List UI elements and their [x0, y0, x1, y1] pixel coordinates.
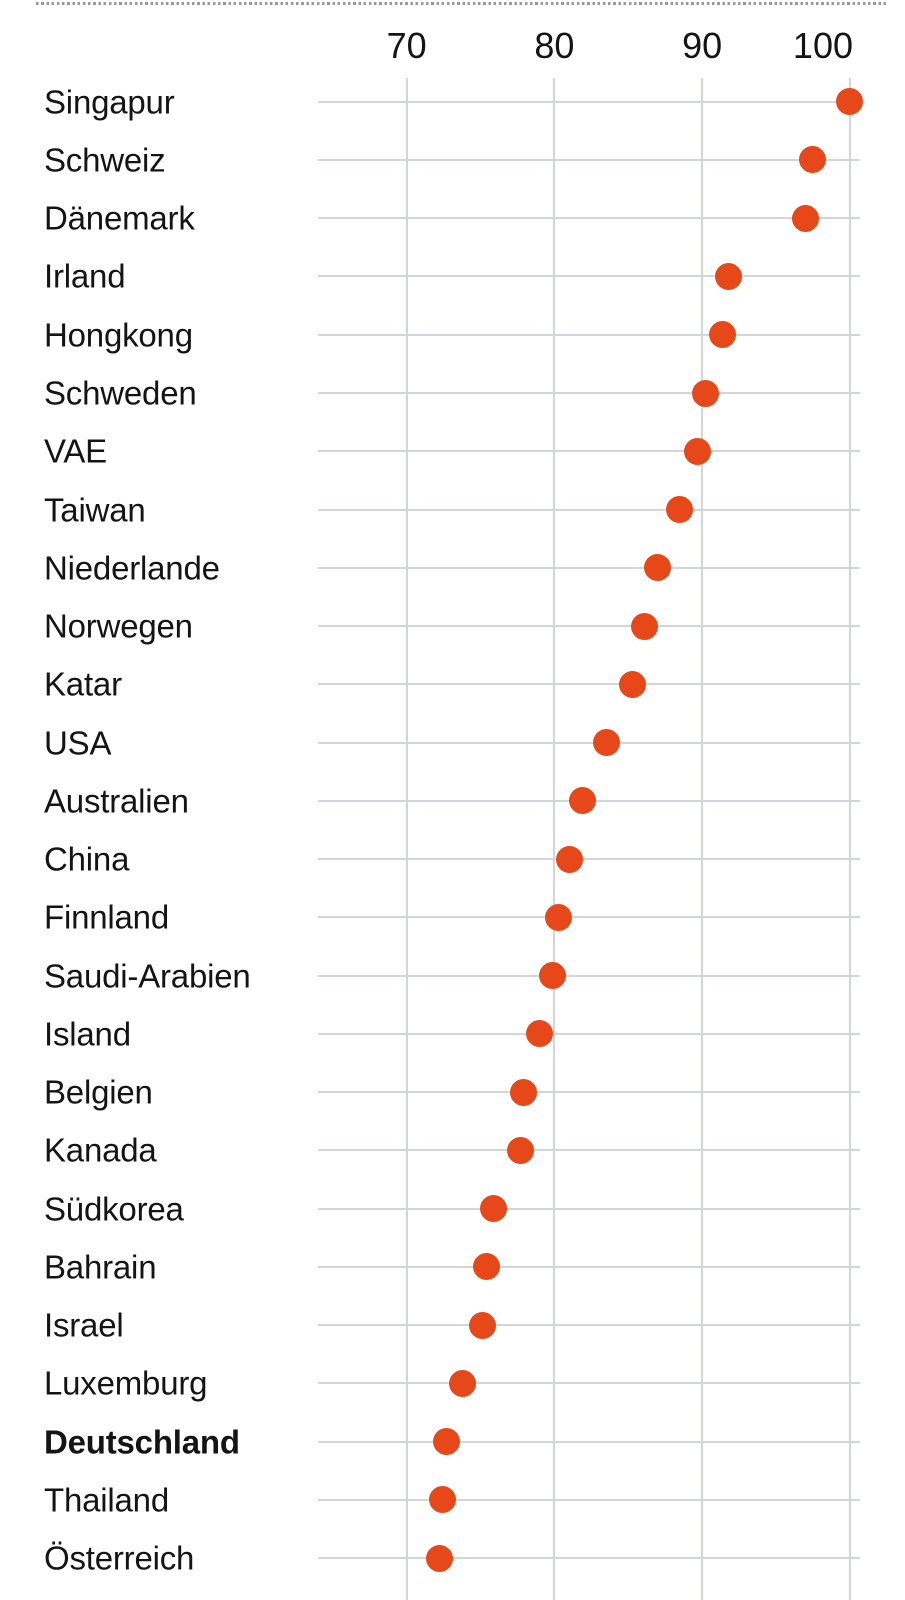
axis-tick-label-100: 100: [792, 25, 853, 66]
data-point-belgien[interactable]: [509, 1078, 537, 1106]
category-label-österreich: Österreich: [44, 1539, 195, 1577]
data-point-thailand[interactable]: [428, 1486, 456, 1514]
data-point-australien[interactable]: [568, 787, 596, 815]
category-label-china: China: [44, 840, 130, 878]
data-point-singapur[interactable]: [836, 88, 864, 116]
vertical-gridline-100: [848, 78, 851, 1600]
row-line: [318, 1265, 860, 1268]
category-label-dänemark: Dänemark: [44, 199, 195, 237]
category-label-norwegen: Norwegen: [44, 607, 193, 645]
row-line: [318, 333, 860, 336]
axis-tick-label-90: 90: [682, 25, 723, 66]
data-point-finnland[interactable]: [545, 903, 573, 931]
category-label-kanada: Kanada: [44, 1131, 157, 1169]
row-line: [318, 625, 860, 628]
category-label-hongkong: Hongkong: [44, 316, 193, 354]
data-point-bahrain[interactable]: [472, 1253, 500, 1281]
row-line: [318, 741, 860, 744]
category-label-australien: Australien: [44, 782, 189, 820]
data-point-luxemburg[interactable]: [449, 1369, 477, 1397]
category-label-thailand: Thailand: [44, 1481, 169, 1519]
data-point-kanada[interactable]: [506, 1136, 534, 1164]
vertical-gridline-70: [405, 78, 408, 1600]
row-line: [318, 683, 860, 686]
data-point-vae[interactable]: [684, 437, 712, 465]
row-line: [318, 1382, 860, 1385]
row-line: [318, 974, 860, 977]
row-line: [318, 916, 860, 919]
row-line: [318, 158, 860, 161]
category-label-belgien: Belgien: [44, 1073, 153, 1111]
data-point-südkorea[interactable]: [480, 1195, 508, 1223]
row-line: [318, 1557, 860, 1560]
category-label-bahrain: Bahrain: [44, 1248, 157, 1286]
data-point-deutschland[interactable]: [433, 1428, 461, 1456]
category-label-island: Island: [44, 1015, 131, 1053]
data-point-china[interactable]: [555, 845, 583, 873]
row-line: [318, 508, 860, 511]
row-line: [318, 1324, 860, 1327]
row-line: [318, 275, 860, 278]
row-line: [318, 217, 860, 220]
category-label-vae: VAE: [44, 432, 107, 470]
data-point-schweiz[interactable]: [799, 146, 827, 174]
data-point-österreich[interactable]: [425, 1544, 453, 1572]
axis-tick-label-70: 70: [386, 25, 427, 66]
axis-tick-label-80: 80: [534, 25, 575, 66]
row-line: [318, 1440, 860, 1443]
category-label-finnland: Finnland: [44, 898, 169, 936]
category-label-schweiz: Schweiz: [44, 141, 166, 179]
row-line: [318, 1498, 860, 1501]
data-point-israel[interactable]: [468, 1311, 496, 1339]
category-label-südkorea: Südkorea: [44, 1190, 184, 1228]
data-point-hongkong[interactable]: [709, 321, 737, 349]
row-line: [318, 1207, 860, 1210]
vertical-gridline-90: [701, 78, 704, 1600]
category-label-luxemburg: Luxemburg: [44, 1364, 208, 1402]
category-label-schweden: Schweden: [44, 374, 197, 412]
data-point-island[interactable]: [526, 1020, 554, 1048]
data-point-taiwan[interactable]: [666, 496, 694, 524]
data-point-usa[interactable]: [592, 729, 620, 757]
data-point-irland[interactable]: [715, 262, 743, 290]
vertical-gridline-80: [553, 78, 556, 1600]
data-point-dänemark[interactable]: [791, 204, 819, 232]
row-line: [318, 1032, 860, 1035]
data-point-norwegen[interactable]: [630, 612, 658, 640]
category-label-deutschland: Deutschland: [44, 1423, 240, 1461]
category-label-katar: Katar: [44, 665, 122, 703]
category-label-singapur: Singapur: [44, 83, 175, 121]
category-label-saudi-arabien: Saudi-Arabien: [44, 957, 251, 995]
row-line: [318, 1091, 860, 1094]
row-line: [318, 392, 860, 394]
data-point-saudi-arabien[interactable]: [539, 962, 567, 990]
data-point-niederlande[interactable]: [644, 554, 672, 582]
category-label-irland: Irland: [44, 257, 126, 295]
row-line: [318, 566, 860, 569]
row-line: [318, 100, 860, 103]
data-point-schweden[interactable]: [691, 379, 719, 407]
row-line: [318, 858, 860, 861]
data-point-katar[interactable]: [619, 670, 647, 698]
category-label-usa: USA: [44, 724, 112, 762]
category-label-israel: Israel: [44, 1306, 124, 1344]
row-line: [318, 450, 860, 453]
category-label-niederlande: Niederlande: [44, 549, 220, 587]
dotted-section-divider: [36, 2, 889, 5]
category-label-taiwan: Taiwan: [44, 491, 146, 529]
row-line: [318, 1149, 860, 1152]
